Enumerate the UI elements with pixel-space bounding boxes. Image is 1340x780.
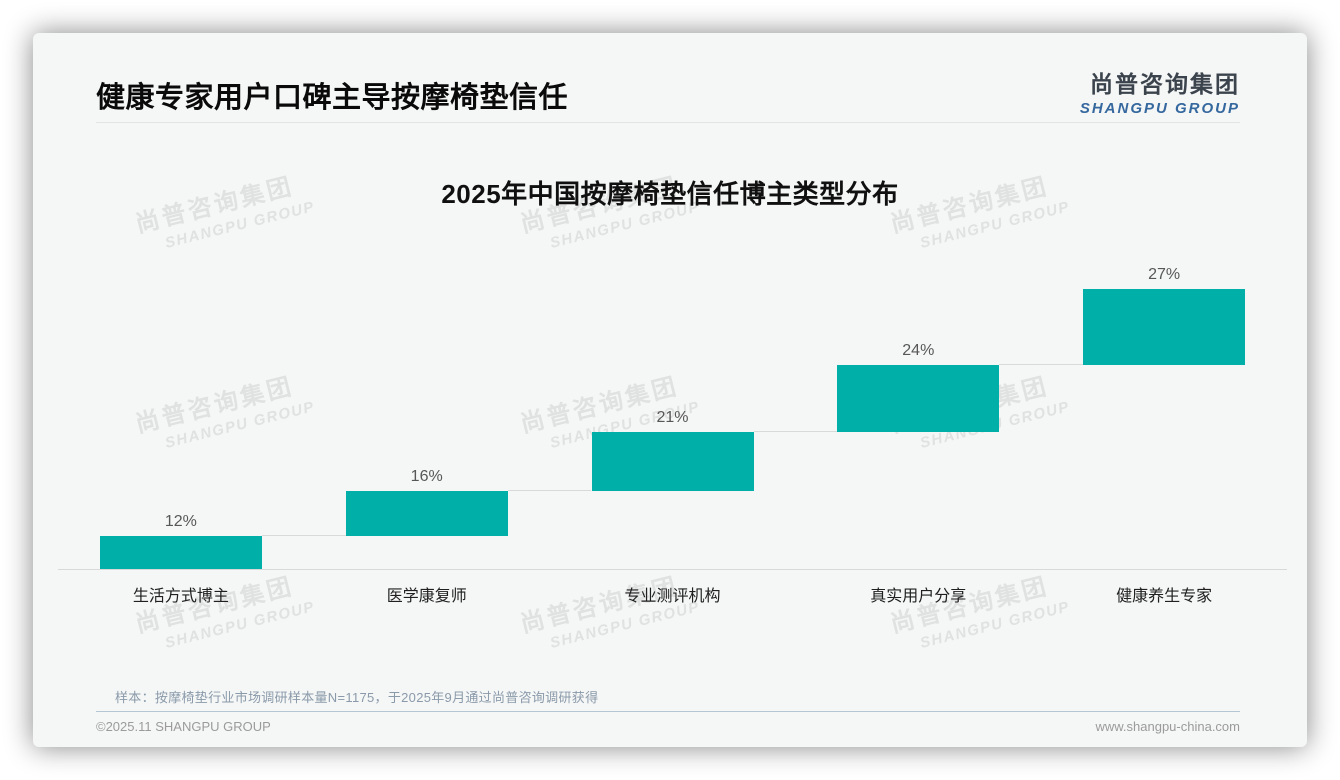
category-label: 医学康复师	[386, 588, 467, 605]
website-link[interactable]: www.shangpu-china.com	[1095, 719, 1240, 734]
header: 健康专家用户口碑主导按摩椅垫信任 尚普咨询集团 SHANGPU GROUP	[96, 61, 1240, 119]
category-label: 专业测评机构	[624, 588, 721, 605]
shangpu-logo: 尚普咨询集团 SHANGPU GROUP	[1080, 65, 1240, 117]
report-card: 尚普咨询集团 SHANGPU GROUP 尚普咨询集团 SHANGPU GROUP 尚普…	[33, 33, 1307, 747]
sample-note: 样本：按摩椅垫行业市场调研样本量N=1175，于2025年9月通过尚普咨询调研获…	[115, 690, 599, 705]
category-label: 真实用户分享	[870, 588, 967, 605]
waterfall-bar	[591, 432, 754, 492]
footer: ©2025.11 SHANGPU GROUP www.shangpu-china…	[96, 719, 1240, 734]
bar-value-label: 16%	[410, 468, 443, 486]
logo-text-en: SHANGPU GROUP	[1079, 100, 1240, 117]
connector-line	[753, 431, 838, 433]
waterfall-bar	[1083, 289, 1246, 365]
connector-line	[507, 490, 592, 492]
page-title: 健康专家用户口碑主导按摩椅垫信任	[96, 82, 569, 114]
category-label: 健康养生专家	[1116, 588, 1213, 605]
bar-value-label: 24%	[902, 341, 935, 359]
waterfall-bar	[345, 491, 508, 537]
bar-value-label: 27%	[1148, 266, 1181, 283]
copyright-text: ©2025.11 SHANGPU GROUP	[96, 719, 271, 734]
connector-line	[999, 363, 1084, 365]
waterfall-bar	[837, 364, 1000, 433]
bar-value-label: 12%	[164, 513, 197, 531]
x-axis-line	[58, 569, 1287, 570]
bar-value-label: 21%	[656, 409, 689, 427]
plot-area: 12% 生活方式博主 16% 医学康复师 21% 专业测评机构 24% 真实用户分享 27% 健康…	[58, 255, 1287, 605]
header-divider	[96, 122, 1240, 123]
connector-line	[261, 535, 346, 537]
footer-divider	[96, 711, 1240, 712]
chart-title: 2025年中国按摩椅垫信任博主类型分布	[441, 179, 899, 209]
logo-text-cn: 尚普咨询集团	[1090, 71, 1240, 97]
category-label: 生活方式博主	[132, 588, 229, 605]
waterfall-bar	[99, 536, 262, 570]
